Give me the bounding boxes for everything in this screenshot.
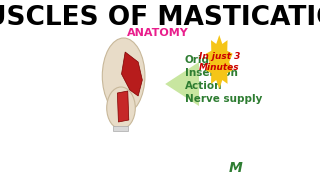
- Polygon shape: [122, 52, 142, 96]
- Ellipse shape: [107, 87, 135, 129]
- Polygon shape: [206, 35, 233, 89]
- Text: MUSCLES OF MASTICATION: MUSCLES OF MASTICATION: [0, 5, 320, 31]
- Text: ANATOMY: ANATOMY: [126, 28, 188, 38]
- Polygon shape: [117, 91, 129, 122]
- Text: Origin: Origin: [185, 55, 221, 65]
- Text: Insertion: Insertion: [185, 68, 238, 78]
- Text: In just 3
Minutes: In just 3 Minutes: [199, 52, 240, 72]
- Text: Action: Action: [185, 81, 222, 91]
- Polygon shape: [165, 62, 199, 106]
- Text: Nerve supply: Nerve supply: [185, 94, 262, 104]
- Bar: [113, 126, 128, 131]
- Ellipse shape: [102, 38, 145, 114]
- Text: M: M: [229, 161, 243, 175]
